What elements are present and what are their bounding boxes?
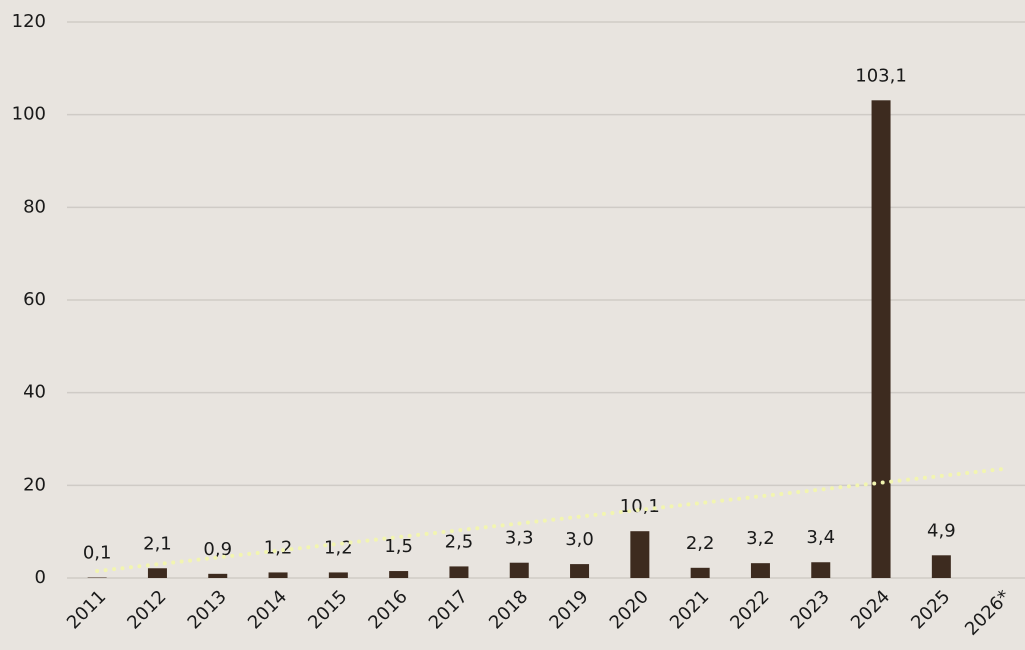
value-label: 0,1	[83, 543, 112, 564]
value-label: 3,4	[806, 527, 835, 548]
bar	[871, 100, 891, 578]
value-label: 3,3	[505, 528, 534, 549]
x-tick-label: 2025	[907, 586, 954, 633]
x-tick-label: 2020	[606, 586, 653, 633]
y-tick-label: 20	[23, 474, 46, 495]
bar	[931, 555, 951, 578]
x-tick-label: 2023	[787, 586, 834, 633]
bar	[811, 562, 831, 578]
bar	[208, 573, 228, 578]
bar	[570, 564, 590, 578]
bar	[389, 571, 409, 578]
x-tick-label: 2022	[726, 586, 773, 633]
x-tick-label: 2024	[847, 586, 894, 633]
value-label: 2,2	[686, 533, 715, 554]
y-tick-label: 60	[23, 289, 46, 310]
y-tick-label: 80	[23, 196, 46, 217]
x-tick-label: 2019	[545, 586, 592, 633]
x-tick-label: 2026*	[961, 586, 1015, 640]
y-tick-label: 120	[12, 11, 46, 32]
bar	[147, 568, 167, 578]
value-label: 4,9	[927, 520, 956, 541]
value-label: 0,9	[203, 539, 232, 560]
bar	[328, 572, 348, 578]
bar	[630, 531, 650, 578]
bar	[509, 562, 529, 578]
value-label: 2,5	[445, 531, 474, 552]
value-label: 3,2	[746, 528, 775, 549]
bar	[690, 567, 710, 578]
x-tick-label: 2014	[244, 586, 291, 633]
value-label: 1,2	[324, 537, 353, 558]
value-label: 3,0	[565, 529, 594, 550]
value-label: 1,2	[264, 537, 293, 558]
x-tick-label: 2015	[304, 586, 351, 633]
x-tick-label: 2016	[364, 586, 411, 633]
x-tick-label: 2011	[63, 586, 110, 633]
x-tick-label: 2013	[184, 586, 231, 633]
y-tick-label: 40	[23, 382, 46, 403]
value-label: 103,1	[855, 65, 907, 86]
x-tick-label: 2012	[123, 586, 170, 633]
y-tick-label: 100	[12, 104, 46, 125]
bar	[268, 572, 288, 578]
value-label: 2,1	[143, 533, 172, 554]
x-tick-label: 2018	[485, 586, 532, 633]
x-tick-label: 2017	[425, 586, 472, 633]
bar	[750, 563, 770, 578]
bar	[449, 566, 469, 578]
x-tick-label: 2021	[666, 586, 713, 633]
y-tick-label: 0	[35, 567, 46, 588]
value-label: 1,5	[384, 536, 413, 557]
trend-line	[95, 467, 1004, 574]
